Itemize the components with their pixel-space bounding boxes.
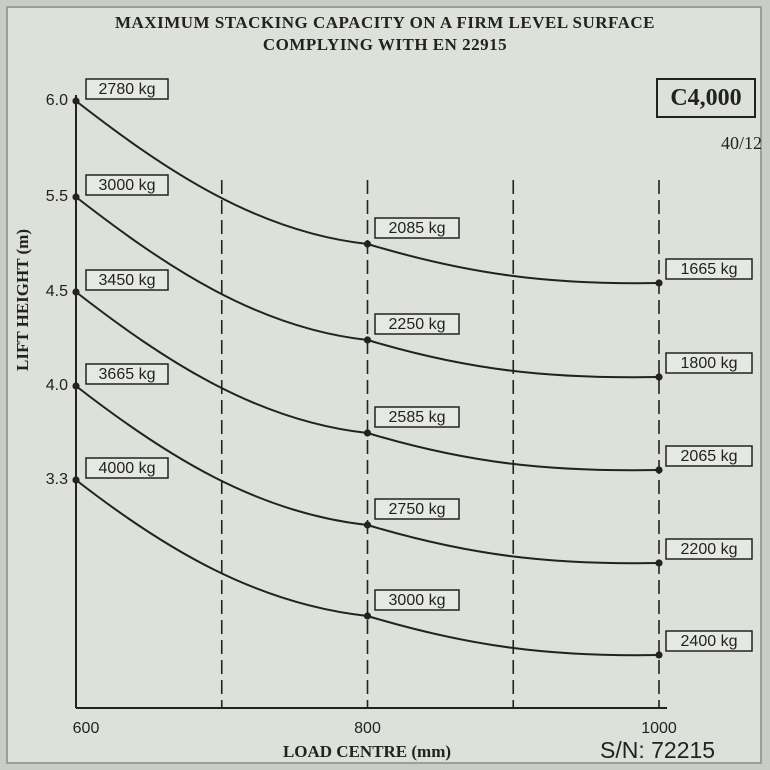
label-5.5-800: 2250 kg: [389, 316, 446, 333]
serial-number: S/N: 72215: [600, 737, 716, 763]
y-tick-4.5: 4.5: [46, 283, 68, 300]
label-4.5-800-box: [374, 406, 460, 428]
label-3.3-800-box: [374, 589, 460, 611]
model-badge: C4,000: [656, 78, 756, 118]
point-4.0-600: [72, 382, 80, 390]
plate-code: 40/12: [720, 133, 762, 153]
x-tick-600: 600: [73, 720, 100, 737]
point-3.3-600: [72, 476, 80, 484]
label-4.0-600: 3665 kg: [99, 366, 156, 383]
label-4.5-800: 2585 kg: [389, 409, 446, 426]
label-4.0-1000: 2200 kg: [681, 541, 738, 558]
label-5.5-800-box: [374, 313, 460, 335]
label-3.3-600: 4000 kg: [99, 460, 156, 477]
point-3.3-800: [363, 612, 372, 620]
label-3.3-600-box: [85, 457, 169, 479]
y-tick-4.0: 4.0: [46, 377, 68, 394]
label-3.3-800: 3000 kg: [389, 592, 446, 609]
chart-title-line-2: COMPLYING WITH EN 22915: [262, 35, 508, 54]
point-5.5-600: [72, 193, 80, 201]
y-tick-5.5: 5.5: [46, 188, 68, 205]
point-6.0-800: [363, 240, 372, 248]
label-5.5-1000-box: [665, 352, 753, 374]
label-5.5-600-box: [85, 174, 169, 196]
point-6.0-1000: [655, 279, 663, 287]
chart-title-line-1: MAXIMUM STACKING CAPACITY ON A FIRM LEVE…: [114, 13, 656, 32]
point-4.0-800: [363, 521, 372, 529]
label-6.0-800-box: [374, 217, 460, 239]
label-4.0-800: 2750 kg: [389, 501, 446, 518]
point-5.5-800: [363, 336, 372, 344]
y-axis-title: LIFT HEIGHT (m): [13, 229, 32, 371]
y-tick-3.3: 3.3: [46, 471, 68, 488]
y-tick-6.0: 6.0: [46, 92, 68, 109]
x-tick-1000: 1000: [641, 720, 677, 737]
label-6.0-600: 2780 kg: [99, 81, 156, 98]
point-5.5-1000: [655, 373, 663, 381]
label-6.0-600-box: [85, 78, 169, 100]
x-tick-800: 800: [354, 720, 381, 737]
label-3.3-1000-box: [665, 630, 753, 652]
label-4.5-1000-box: [665, 445, 753, 467]
label-4.0-800-box: [374, 498, 460, 520]
label-4.0-1000-box: [665, 538, 753, 560]
label-4.5-1000: 2065 kg: [681, 448, 738, 465]
label-4.0-600-box: [85, 363, 169, 385]
chart-title: MAXIMUM STACKING CAPACITY ON A FIRM LEVE…: [0, 12, 770, 56]
label-4.5-600: 3450 kg: [99, 272, 156, 289]
point-4.5-600: [72, 288, 80, 296]
point-4.5-800: [363, 429, 372, 437]
label-6.0-800: 2085 kg: [389, 220, 446, 237]
label-5.5-1000: 1800 kg: [681, 355, 738, 372]
label-4.5-600-box: [85, 269, 169, 291]
point-4.0-1000: [655, 559, 663, 567]
label-3.3-1000: 2400 kg: [681, 633, 738, 650]
label-6.0-1000-box: [665, 258, 753, 280]
point-4.5-1000: [655, 466, 663, 474]
point-6.0-600: [72, 97, 80, 105]
label-6.0-1000: 1665 kg: [681, 261, 738, 278]
label-5.5-600: 3000 kg: [99, 177, 156, 194]
data-plate: [6, 6, 762, 764]
point-3.3-1000: [655, 651, 663, 659]
x-axis-title: LOAD CENTRE (mm): [283, 742, 451, 761]
